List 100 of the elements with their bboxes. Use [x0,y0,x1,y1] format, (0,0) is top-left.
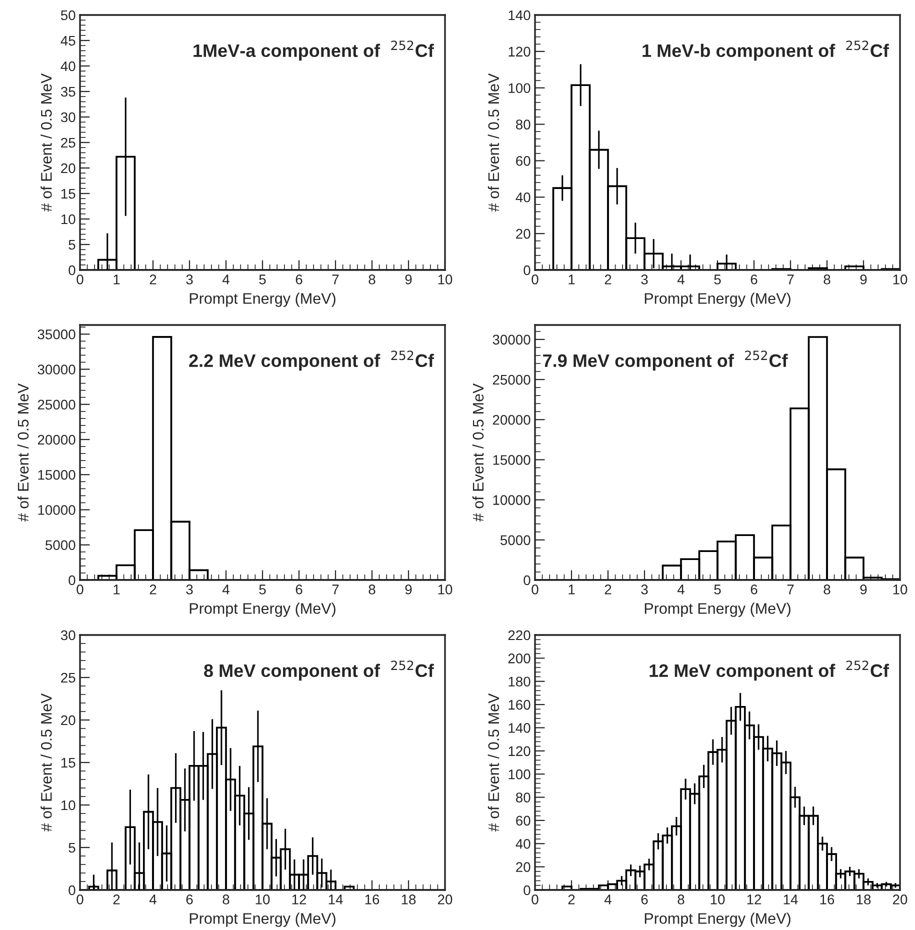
x-tick-label: 2 [150,584,156,594]
y-tick-label: 180 [508,676,530,687]
text: 7.9 MeV component of $^{252}$Cf [543,350,788,371]
x-tick-label: 18 [856,894,871,904]
y-tick-label: 10 [61,800,76,810]
x-axis-title: Prompt Energy (MeV) [190,912,336,927]
x-tick-label: 1 [568,584,575,594]
x-tick-label: 10 [256,894,270,904]
x-tick-label: 1 [568,274,575,284]
x-tick-label: 8 [222,894,230,904]
y-axis-title: # of Event / 0.5 MeV [488,73,500,212]
x-tick-label: 6 [641,894,648,904]
y-tick-label: 45 [60,36,76,46]
y-tick-label: 140 [508,723,530,733]
x-tick-label: 8 [824,274,830,284]
x-tick-label: 10 [893,274,908,284]
x-tick-label: 4 [222,274,230,284]
y-tick-label: 5000 [45,540,76,550]
y-tick-label: 160 [508,700,530,710]
y-tick-label: 20 [516,228,530,239]
x-tick-label: 20 [438,894,452,904]
x-tick-label: 0 [76,274,84,284]
x-tick-label: 5 [714,584,721,594]
y-tick-label: 0 [68,265,76,276]
x-tick-label: 12 [747,894,762,904]
x-tick-label: 14 [328,894,343,904]
y-tick-label: 0 [68,575,76,586]
y-tick-label: 0 [524,265,530,276]
x-tick-label: 14 [784,894,798,904]
x-tick-label: 6 [186,894,193,904]
x-tick-label: 8 [368,274,376,284]
y-tick-label: 40 [60,61,76,72]
y-tick-label: 20 [516,862,530,872]
y-tick-label: 30000 [38,364,76,374]
y-tick-label: 100 [508,769,530,780]
x-tick-label: 6 [296,274,302,284]
x-tick-label: 0 [532,584,538,594]
y-axis-title: # of Event / 0.5 MeV [488,693,500,832]
x-tick-label: 3 [186,274,193,284]
y-tick-label: 10000 [38,505,76,515]
x-tick-label: 1 [114,584,120,594]
x-tick-label: 8 [678,894,684,904]
text: 1MeV-a component of $^{252}$Cf [194,40,434,61]
y-tick-label: 25000 [492,374,530,385]
x-tick-label: 4 [222,584,230,594]
x-tick-label: 6 [750,274,758,284]
y-tick-label: 20 [61,163,76,174]
x-tick-label: 12 [292,894,306,904]
x-tick-label: 3 [641,274,648,284]
x-tick-label: 0 [76,584,84,594]
x-tick-label: 5 [714,274,721,284]
y-tick-label: 120 [508,746,530,756]
x-tick-label: 7 [332,584,339,594]
y-tick-label: 60 [516,816,530,826]
y-tick-label: 25 [61,138,76,148]
x-tick-label: 2 [568,894,575,904]
x-tick-label: 7 [787,274,794,284]
y-tick-label: 20 [61,715,76,726]
y-tick-label: 80 [516,120,530,130]
x-tick-label: 7 [787,584,794,594]
y-tick-label: 15 [61,188,76,199]
x-tick-label: 9 [405,274,412,284]
y-tick-label: 0 [524,885,530,896]
y-tick-label: 40 [516,192,530,202]
x-tick-label: 10 [438,274,452,284]
x-tick-label: 0 [532,894,538,904]
y-tick-label: 140 [508,10,530,20]
x-tick-label: 6 [296,584,302,594]
y-tick-label: 15000 [493,455,530,465]
x-tick-label: 10 [893,584,908,594]
x-tick-label: 9 [405,584,412,594]
x-tick-label: 20 [892,894,908,904]
x-tick-label: 8 [824,584,830,594]
x-tick-label: 18 [402,894,416,904]
y-tick-label: 30 [60,630,76,640]
x-tick-label: 0 [76,894,84,904]
x-axis-title: Prompt Energy (MeV) [190,292,336,307]
y-tick-label: 60 [516,156,530,166]
x-tick-label: 8 [368,584,376,594]
y-tick-label: 120 [508,46,530,57]
x-tick-label: 4 [149,894,156,904]
y-tick-label: 35 [60,86,76,97]
y-tick-label: 25 [61,672,76,683]
text: 8 MeV component of $^{252}$Cf [204,660,434,681]
y-axis-title: # of Event / 0.5 MeV [17,383,29,522]
y-tick-label: 10 [61,214,76,224]
text: 1 MeV-b component of $^{252}$Cf [642,40,890,61]
y-tick-label: 40 [516,838,530,849]
text: 2.2 MeV component of $^{252}$Cf [189,350,434,371]
y-tick-label: 20000 [38,434,76,445]
x-tick-label: 3 [641,584,648,594]
y-tick-label: 220 [508,630,530,640]
y-tick-label: 15 [61,758,76,768]
text: 12 MeV component of $^{252}$Cf [650,660,890,681]
x-tick-label: 2 [604,274,612,284]
y-tick-label: 20000 [492,414,530,425]
y-axis-title: # of Event / 0.5 MeV [40,73,52,212]
y-tick-label: 15000 [38,470,76,480]
x-tick-label: 9 [860,274,867,284]
x-tick-label: 2 [604,584,612,594]
